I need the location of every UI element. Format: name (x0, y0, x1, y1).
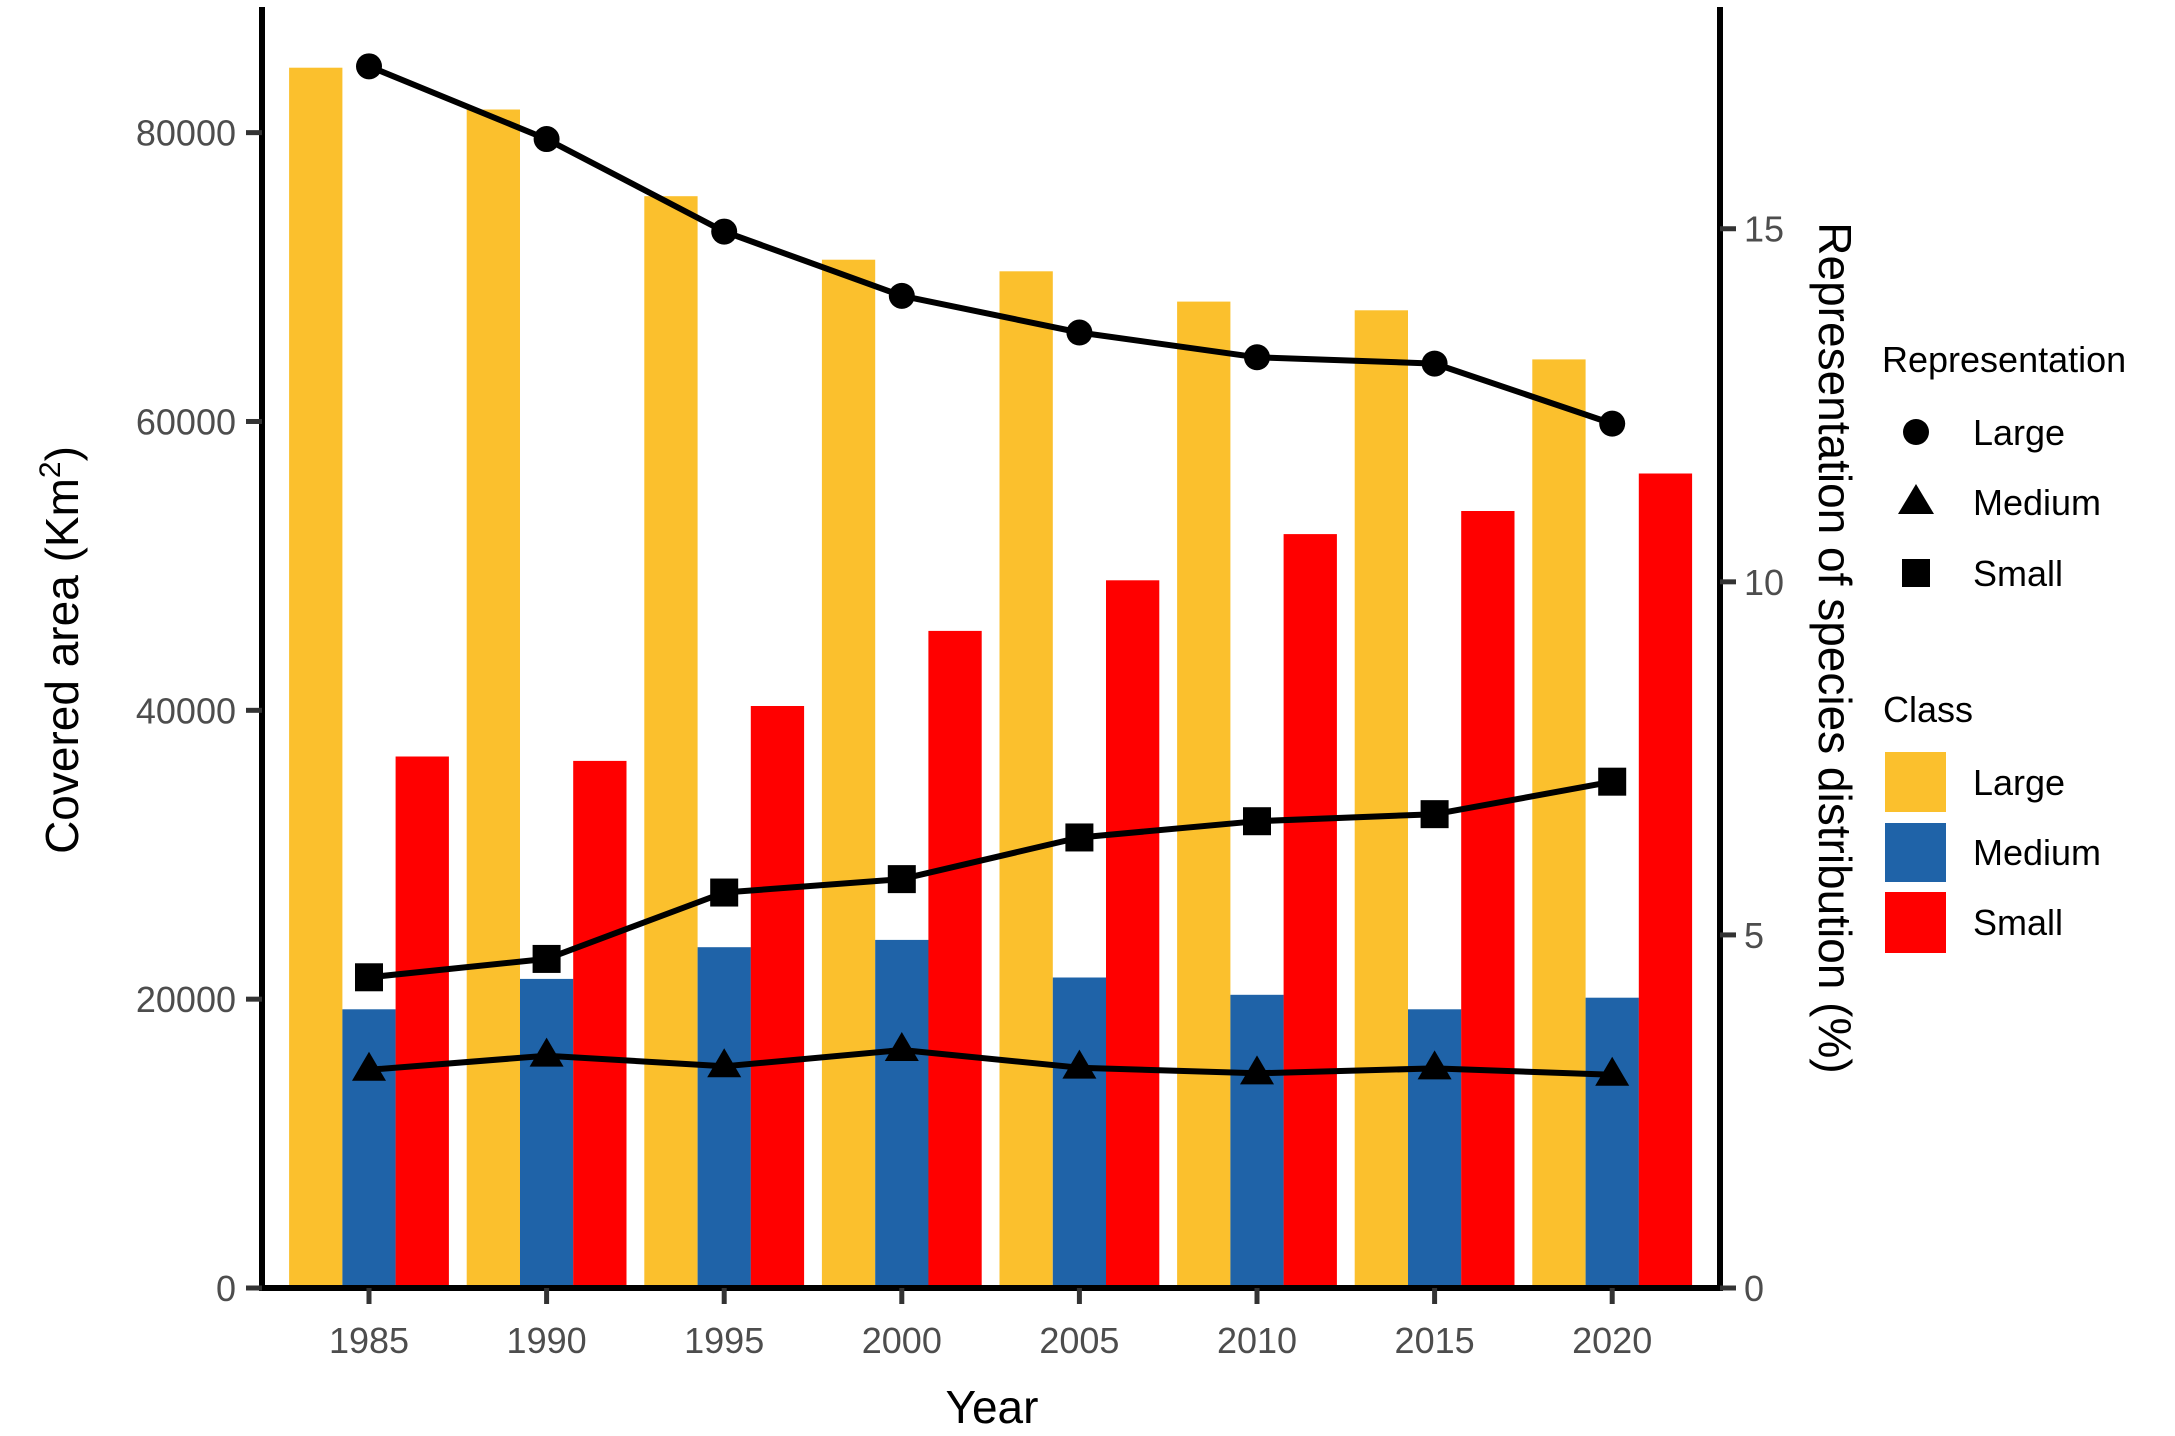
left-tick-label: 80000 (136, 113, 236, 154)
bar-medium-2010 (1230, 994, 1284, 1288)
bar-small-2020 (1638, 473, 1693, 1288)
point-medium-2005 (1062, 1049, 1097, 1079)
lines-layer (352, 53, 1630, 1086)
x-tick-label: 2000 (862, 1320, 942, 1361)
point-medium-2000 (884, 1032, 919, 1062)
bar-small-2005 (1106, 580, 1160, 1288)
point-large-2005 (1066, 319, 1093, 346)
point-large-1990 (533, 126, 560, 153)
point-medium-2010 (1240, 1055, 1274, 1085)
point-large-2020 (1599, 410, 1626, 437)
bar-small-2000 (928, 630, 982, 1288)
left-tick-label: 20000 (136, 979, 236, 1020)
x-tick-label: 2010 (1217, 1320, 1297, 1361)
left-tick-label: 0 (216, 1268, 236, 1309)
line-large (367, 63, 1614, 427)
line-small (368, 778, 1613, 981)
bar-medium-1990 (520, 978, 574, 1288)
bar-small-1985 (395, 756, 449, 1288)
point-large-2010 (1244, 344, 1270, 371)
y-axis-title: Covered area (Km2) (34, 446, 88, 854)
point-small-2010 (1243, 807, 1271, 836)
point-small-1995 (710, 878, 739, 907)
bar-small-2010 (1283, 534, 1337, 1288)
bar-medium-2020 (1585, 997, 1639, 1288)
bar-medium-1985 (342, 1009, 396, 1288)
point-small-2015 (1420, 800, 1449, 829)
point-medium-1990 (529, 1037, 564, 1067)
x-tick-label: 2020 (1572, 1320, 1652, 1361)
point-medium-1995 (707, 1048, 742, 1078)
bar-large-2020 (1532, 359, 1586, 1288)
y-axis-title-superscript: 2 (34, 461, 67, 478)
point-large-2000 (888, 282, 915, 309)
legend-class-swatch-small (1885, 892, 1946, 953)
right-tick-label: 15 (1744, 209, 1784, 250)
bar-large-2005 (999, 271, 1053, 1288)
legend-representation-label-large: Large (1973, 412, 2065, 453)
legend-class-swatch-large (1885, 752, 1946, 812)
bar-small-1995 (750, 706, 805, 1288)
left-tick-label: 60000 (136, 401, 236, 442)
bar-large-2015 (1354, 310, 1408, 1288)
point-large-2015 (1421, 350, 1448, 377)
legend-representation: Representation Large Medium Small (1882, 339, 2126, 594)
point-small-2020 (1598, 767, 1627, 796)
y2-axis-title: Representation of species distribution (… (1809, 222, 1861, 1073)
bar-large-1995 (644, 196, 698, 1289)
bar-medium-2005 (1052, 977, 1107, 1288)
point-large-1985 (356, 53, 382, 80)
bar-large-1990 (466, 109, 520, 1288)
right-tick-label: 0 (1744, 1268, 1764, 1309)
point-large-1995 (711, 218, 738, 245)
legend-representation-label-medium: Medium (1973, 482, 2101, 523)
x-tick-label: 1985 (329, 1320, 409, 1361)
x-tick-label: 1995 (684, 1320, 764, 1361)
y-axis-title-main: Covered area (Km (36, 478, 88, 854)
x-tick-label: 1990 (507, 1320, 587, 1361)
bar-large-1985 (289, 67, 343, 1289)
legend-class: Class Large Medium Small (1883, 689, 2101, 953)
x-axis-ticks: 1985 1990 1995 2000 2005 2010 2015 2020 (329, 1288, 1652, 1361)
bar-medium-1995 (697, 947, 751, 1288)
legend-class-title: Class (1883, 689, 1973, 730)
point-small-2000 (887, 865, 916, 894)
bar-large-2010 (1177, 301, 1231, 1289)
x-axis-title: Year (946, 1381, 1039, 1433)
legend-class-swatch-medium (1885, 823, 1946, 882)
bar-small-1990 (573, 760, 627, 1288)
bar-small-2015 (1461, 511, 1515, 1288)
bars-layer (289, 67, 1693, 1289)
right-tick-label: 10 (1744, 562, 1784, 603)
bar-large-2000 (821, 259, 876, 1289)
legend-square-icon (1902, 559, 1930, 587)
legend-circle-icon (1903, 419, 1929, 445)
line-medium (368, 1047, 1613, 1078)
point-medium-1985 (352, 1051, 386, 1081)
right-axis-ticks: 0 5 10 15 (1720, 209, 1784, 1309)
legend-class-label-small: Small (1973, 902, 2063, 943)
x-tick-label: 2015 (1395, 1320, 1475, 1361)
point-medium-2020 (1595, 1056, 1630, 1086)
legend-class-label-large: Large (1973, 762, 2065, 803)
legend-class-label-medium: Medium (1973, 832, 2101, 873)
right-tick-label: 5 (1744, 915, 1764, 956)
point-medium-2015 (1417, 1050, 1452, 1080)
bar-medium-2000 (875, 939, 929, 1288)
x-tick-label: 2005 (1039, 1320, 1119, 1361)
y-axis-title-suffix: ) (36, 446, 88, 461)
left-tick-label: 40000 (136, 690, 236, 731)
point-small-1985 (355, 963, 383, 992)
point-small-1990 (532, 944, 561, 973)
axes-layer (259, 7, 1723, 1291)
legend-representation-title: Representation (1882, 339, 2126, 380)
point-small-2005 (1065, 823, 1094, 852)
left-axis-ticks: 0 20000 40000 60000 80000 (136, 113, 262, 1309)
legend-representation-label-small: Small (1973, 553, 2063, 594)
legend-triangle-icon (1898, 484, 1934, 514)
